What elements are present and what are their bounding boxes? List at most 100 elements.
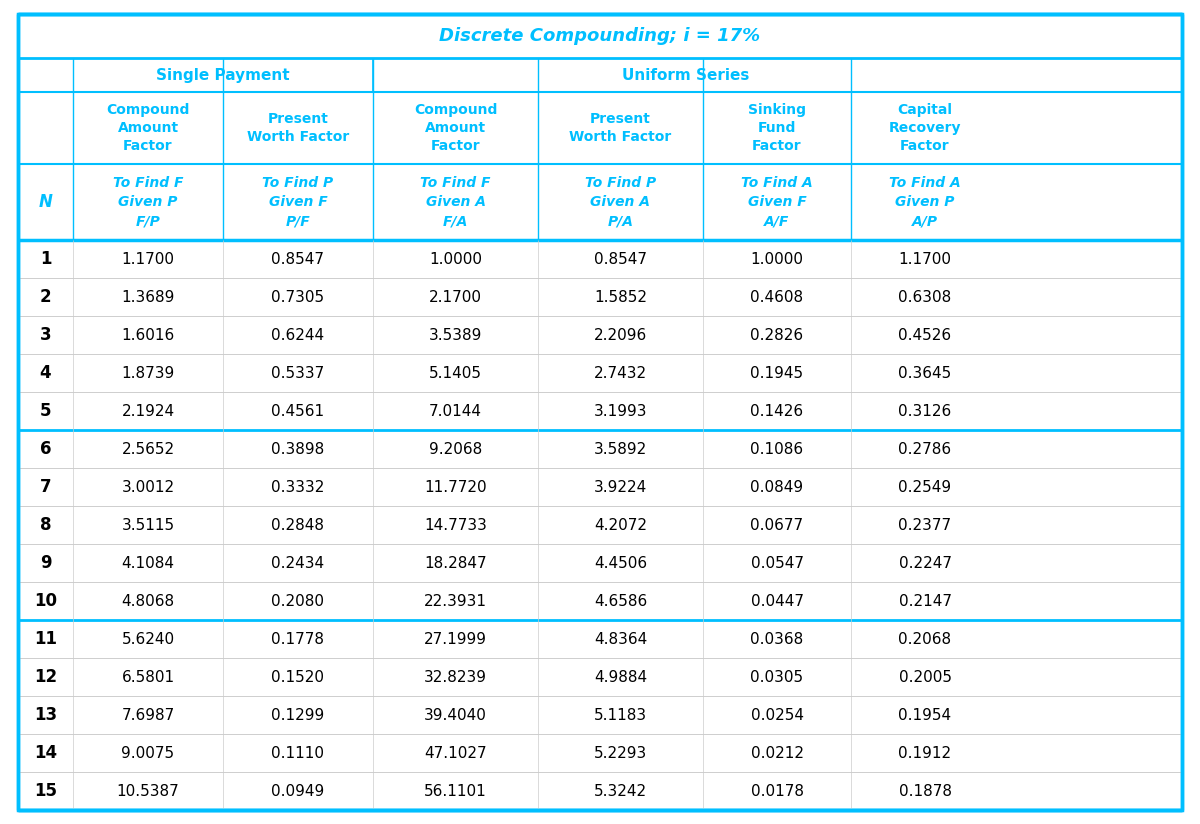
Text: 0.4561: 0.4561 bbox=[271, 404, 324, 419]
Text: 5.6240: 5.6240 bbox=[121, 631, 174, 647]
Text: 4.9884: 4.9884 bbox=[594, 669, 647, 685]
Text: 0.0949: 0.0949 bbox=[271, 784, 325, 798]
Text: 4.2072: 4.2072 bbox=[594, 517, 647, 532]
Text: To Find F
Given P
F/P: To Find F Given P F/P bbox=[113, 176, 184, 228]
Text: 3: 3 bbox=[40, 326, 52, 344]
Text: 0.1912: 0.1912 bbox=[899, 746, 952, 761]
Text: 0.8547: 0.8547 bbox=[594, 251, 647, 266]
Text: To Find A
Given P
A/P: To Find A Given P A/P bbox=[889, 176, 961, 228]
Text: 0.2377: 0.2377 bbox=[899, 517, 952, 532]
Text: 3.5892: 3.5892 bbox=[594, 442, 647, 456]
Text: To Find P
Given A
P/A: To Find P Given A P/A bbox=[584, 176, 656, 228]
Text: 0.3126: 0.3126 bbox=[899, 404, 952, 419]
Text: 18.2847: 18.2847 bbox=[424, 555, 487, 570]
Text: 1.6016: 1.6016 bbox=[121, 327, 175, 343]
Text: 8: 8 bbox=[40, 516, 52, 534]
Text: Compound
Amount
Factor: Compound Amount Factor bbox=[414, 103, 497, 152]
Text: 4.8364: 4.8364 bbox=[594, 631, 647, 647]
Text: Single Payment: Single Payment bbox=[156, 68, 290, 82]
Text: 12: 12 bbox=[34, 668, 58, 686]
Text: 0.3645: 0.3645 bbox=[899, 366, 952, 381]
Text: 1.1700: 1.1700 bbox=[899, 251, 952, 266]
Text: 0.2826: 0.2826 bbox=[750, 327, 804, 343]
Text: 1.1700: 1.1700 bbox=[121, 251, 174, 266]
Text: 7.6987: 7.6987 bbox=[121, 708, 175, 723]
Text: To Find A
Given F
A/F: To Find A Given F A/F bbox=[742, 176, 812, 228]
Text: 0.0254: 0.0254 bbox=[750, 708, 804, 723]
Text: Present
Worth Factor: Present Worth Factor bbox=[247, 112, 349, 144]
Text: 1: 1 bbox=[40, 250, 52, 268]
Text: N: N bbox=[38, 193, 53, 211]
Text: 3.9224: 3.9224 bbox=[594, 480, 647, 494]
Text: 0.0677: 0.0677 bbox=[750, 517, 804, 532]
Text: 0.1520: 0.1520 bbox=[271, 669, 324, 685]
Text: 3.1993: 3.1993 bbox=[594, 404, 647, 419]
Text: 32.8239: 32.8239 bbox=[424, 669, 487, 685]
Text: 1.8739: 1.8739 bbox=[121, 366, 175, 381]
Text: 2.1700: 2.1700 bbox=[430, 289, 482, 305]
Text: 5.1405: 5.1405 bbox=[430, 366, 482, 381]
Text: 39.4040: 39.4040 bbox=[424, 708, 487, 723]
Text: 0.2434: 0.2434 bbox=[271, 555, 324, 570]
Text: 0.0305: 0.0305 bbox=[750, 669, 804, 685]
Text: 9.0075: 9.0075 bbox=[121, 746, 174, 761]
Text: 0.2068: 0.2068 bbox=[899, 631, 952, 647]
Text: 0.0368: 0.0368 bbox=[750, 631, 804, 647]
Text: 0.2247: 0.2247 bbox=[899, 555, 952, 570]
Text: 0.5337: 0.5337 bbox=[271, 366, 325, 381]
Text: 0.1945: 0.1945 bbox=[750, 366, 804, 381]
Text: 2.5652: 2.5652 bbox=[121, 442, 174, 456]
Text: 1.3689: 1.3689 bbox=[121, 289, 175, 305]
Text: Present
Worth Factor: Present Worth Factor bbox=[569, 112, 672, 144]
Text: 0.1878: 0.1878 bbox=[899, 784, 952, 798]
Text: 0.4526: 0.4526 bbox=[899, 327, 952, 343]
Text: 2.7432: 2.7432 bbox=[594, 366, 647, 381]
Text: 0.0547: 0.0547 bbox=[750, 555, 804, 570]
Text: 0.0849: 0.0849 bbox=[750, 480, 804, 494]
Text: 5: 5 bbox=[40, 402, 52, 420]
Text: 0.8547: 0.8547 bbox=[271, 251, 324, 266]
Text: To Find F
Given A
F/A: To Find F Given A F/A bbox=[420, 176, 491, 228]
Text: 0.6244: 0.6244 bbox=[271, 327, 324, 343]
Text: 4: 4 bbox=[40, 364, 52, 382]
Text: 0.4608: 0.4608 bbox=[750, 289, 804, 305]
Text: 2.1924: 2.1924 bbox=[121, 404, 174, 419]
Text: 1.0000: 1.0000 bbox=[430, 251, 482, 266]
Text: Sinking
Fund
Factor: Sinking Fund Factor bbox=[748, 103, 806, 152]
Text: 3.5389: 3.5389 bbox=[428, 327, 482, 343]
Text: 5.2293: 5.2293 bbox=[594, 746, 647, 761]
Text: 6.5801: 6.5801 bbox=[121, 669, 174, 685]
Text: 6: 6 bbox=[40, 440, 52, 458]
Text: 0.1086: 0.1086 bbox=[750, 442, 804, 456]
Text: 0.0212: 0.0212 bbox=[750, 746, 804, 761]
Text: To Find P
Given F
P/F: To Find P Given F P/F bbox=[263, 176, 334, 228]
Text: Discrete Compounding; i = 17%: Discrete Compounding; i = 17% bbox=[439, 27, 761, 45]
Text: 0.1299: 0.1299 bbox=[271, 708, 325, 723]
Text: 0.2848: 0.2848 bbox=[271, 517, 324, 532]
Text: 11: 11 bbox=[34, 630, 58, 648]
Text: 0.0178: 0.0178 bbox=[750, 784, 804, 798]
Text: 10.5387: 10.5387 bbox=[116, 784, 179, 798]
Text: 0.2080: 0.2080 bbox=[271, 593, 324, 608]
Text: 0.0447: 0.0447 bbox=[750, 593, 804, 608]
Text: 7: 7 bbox=[40, 478, 52, 496]
Text: Uniform Series: Uniform Series bbox=[623, 68, 750, 82]
Text: 10: 10 bbox=[34, 592, 58, 610]
Text: 0.2147: 0.2147 bbox=[899, 593, 952, 608]
Text: 0.1954: 0.1954 bbox=[899, 708, 952, 723]
Text: 4.8068: 4.8068 bbox=[121, 593, 174, 608]
Text: 0.3332: 0.3332 bbox=[271, 480, 325, 494]
Text: 56.1101: 56.1101 bbox=[424, 784, 487, 798]
Text: Compound
Amount
Factor: Compound Amount Factor bbox=[107, 103, 190, 152]
Text: 2: 2 bbox=[40, 288, 52, 306]
Text: 0.3898: 0.3898 bbox=[271, 442, 325, 456]
Text: 0.1426: 0.1426 bbox=[750, 404, 804, 419]
Text: 4.4506: 4.4506 bbox=[594, 555, 647, 570]
Text: 0.2549: 0.2549 bbox=[899, 480, 952, 494]
Text: 15: 15 bbox=[34, 782, 58, 800]
Text: 7.0144: 7.0144 bbox=[430, 404, 482, 419]
Text: 0.7305: 0.7305 bbox=[271, 289, 324, 305]
Text: 0.1110: 0.1110 bbox=[271, 746, 324, 761]
Text: 1.5852: 1.5852 bbox=[594, 289, 647, 305]
Text: 5.3242: 5.3242 bbox=[594, 784, 647, 798]
